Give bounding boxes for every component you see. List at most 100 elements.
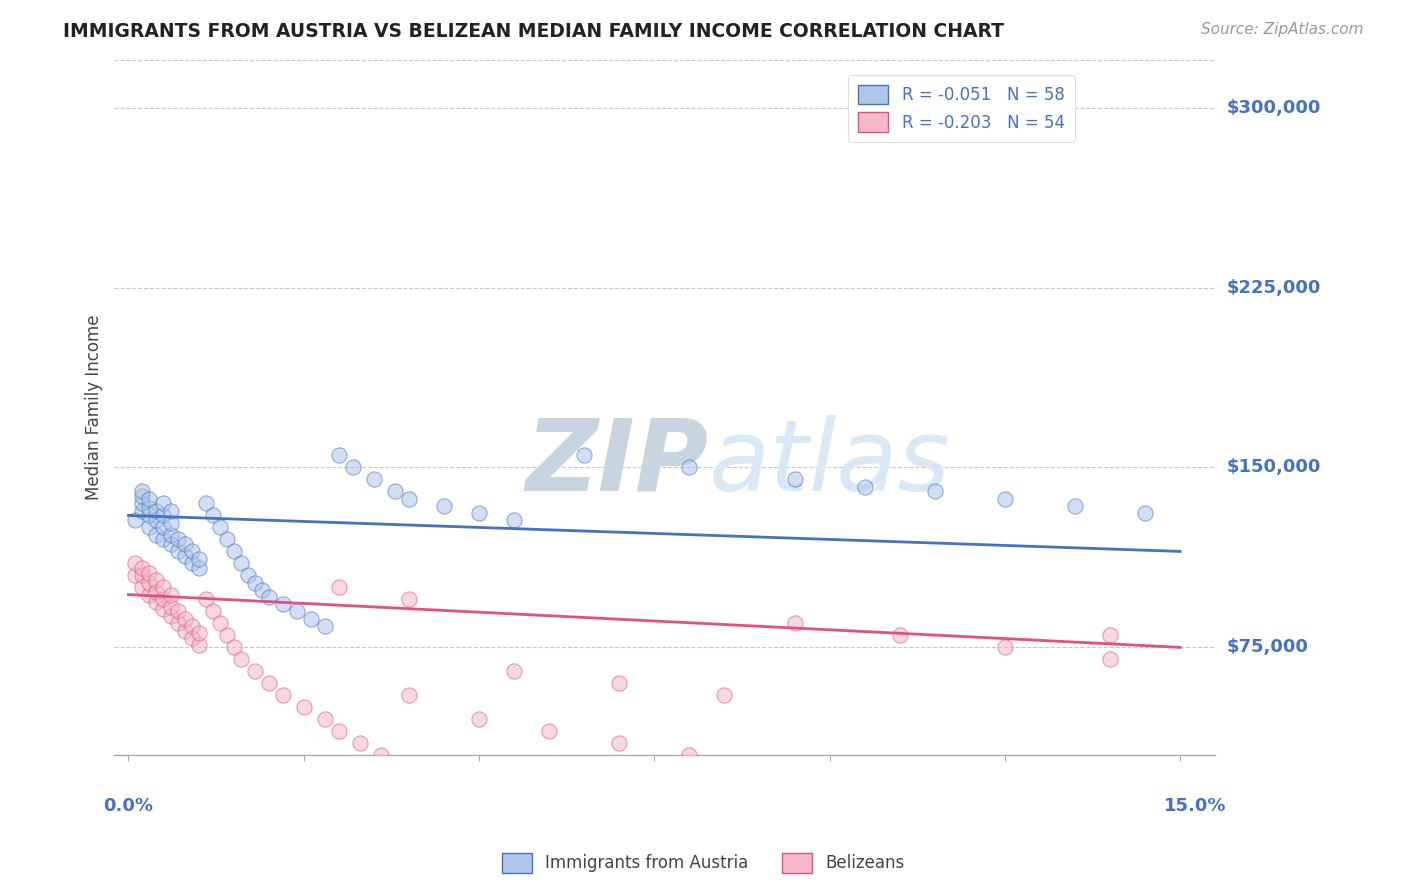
Point bbox=[468, 506, 491, 520]
Point bbox=[1099, 628, 1122, 642]
Point bbox=[678, 460, 700, 475]
Point bbox=[271, 597, 294, 611]
Point bbox=[159, 599, 181, 614]
Point bbox=[299, 611, 322, 625]
Point bbox=[783, 472, 806, 486]
Point bbox=[159, 503, 181, 517]
Point bbox=[138, 501, 160, 516]
Point bbox=[538, 724, 561, 739]
Point bbox=[292, 700, 315, 714]
Point bbox=[173, 624, 195, 638]
Point bbox=[138, 588, 160, 602]
Point bbox=[503, 665, 526, 679]
Point bbox=[187, 551, 209, 566]
Point bbox=[159, 537, 181, 551]
Point bbox=[194, 496, 217, 510]
Point bbox=[607, 676, 630, 690]
Point bbox=[187, 638, 209, 652]
Point bbox=[124, 513, 146, 527]
Point bbox=[166, 604, 188, 618]
Point bbox=[159, 516, 181, 530]
Point bbox=[201, 508, 224, 523]
Point bbox=[166, 616, 188, 631]
Point bbox=[853, 480, 876, 494]
Point bbox=[572, 449, 595, 463]
Point bbox=[398, 491, 420, 506]
Point bbox=[124, 568, 146, 582]
Point bbox=[131, 503, 153, 517]
Point bbox=[131, 568, 153, 582]
Point bbox=[994, 640, 1017, 655]
Point bbox=[889, 628, 911, 642]
Y-axis label: Median Family Income: Median Family Income bbox=[86, 315, 103, 500]
Point bbox=[314, 712, 336, 726]
Point bbox=[328, 724, 350, 739]
Point bbox=[159, 609, 181, 624]
Point bbox=[229, 652, 252, 666]
Point bbox=[173, 611, 195, 625]
Text: 15.0%: 15.0% bbox=[1164, 797, 1226, 815]
Text: $225,000: $225,000 bbox=[1226, 278, 1320, 296]
Point bbox=[180, 544, 202, 558]
Text: Source: ZipAtlas.com: Source: ZipAtlas.com bbox=[1201, 22, 1364, 37]
Point bbox=[924, 484, 946, 499]
Point bbox=[384, 484, 406, 499]
Text: atlas: atlas bbox=[709, 415, 950, 512]
Point bbox=[250, 582, 273, 597]
Text: $150,000: $150,000 bbox=[1226, 458, 1320, 476]
Point bbox=[138, 575, 160, 590]
Point bbox=[138, 566, 160, 580]
Point bbox=[314, 619, 336, 633]
Point bbox=[215, 628, 238, 642]
Point bbox=[145, 503, 167, 517]
Point bbox=[166, 544, 188, 558]
Point bbox=[180, 557, 202, 571]
Point bbox=[152, 581, 174, 595]
Point bbox=[145, 527, 167, 541]
Point bbox=[152, 592, 174, 607]
Point bbox=[468, 712, 491, 726]
Point bbox=[257, 676, 280, 690]
Text: $300,000: $300,000 bbox=[1226, 99, 1320, 117]
Point bbox=[783, 616, 806, 631]
Point bbox=[180, 631, 202, 645]
Point bbox=[173, 537, 195, 551]
Point bbox=[363, 472, 385, 486]
Point bbox=[1064, 499, 1087, 513]
Point bbox=[131, 581, 153, 595]
Point bbox=[208, 616, 231, 631]
Point bbox=[271, 689, 294, 703]
Point bbox=[180, 619, 202, 633]
Point bbox=[994, 491, 1017, 506]
Point bbox=[678, 748, 700, 763]
Point bbox=[607, 736, 630, 750]
Point bbox=[159, 527, 181, 541]
Point bbox=[152, 508, 174, 523]
Text: 0.0%: 0.0% bbox=[104, 797, 153, 815]
Point bbox=[257, 590, 280, 604]
Point bbox=[398, 689, 420, 703]
Point bbox=[152, 533, 174, 547]
Point bbox=[194, 592, 217, 607]
Point bbox=[152, 602, 174, 616]
Point bbox=[145, 585, 167, 599]
Point bbox=[713, 689, 735, 703]
Point bbox=[503, 513, 526, 527]
Point bbox=[166, 533, 188, 547]
Point bbox=[187, 561, 209, 575]
Point bbox=[159, 588, 181, 602]
Point bbox=[152, 496, 174, 510]
Point bbox=[138, 520, 160, 534]
Point bbox=[433, 499, 456, 513]
Point bbox=[208, 520, 231, 534]
Point bbox=[131, 496, 153, 510]
Point bbox=[243, 575, 266, 590]
Point bbox=[131, 489, 153, 503]
Point bbox=[328, 449, 350, 463]
Point bbox=[173, 549, 195, 564]
Point bbox=[138, 491, 160, 506]
Legend: Immigrants from Austria, Belizeans: Immigrants from Austria, Belizeans bbox=[495, 847, 911, 880]
Point bbox=[215, 533, 238, 547]
Point bbox=[145, 573, 167, 587]
Point bbox=[152, 520, 174, 534]
